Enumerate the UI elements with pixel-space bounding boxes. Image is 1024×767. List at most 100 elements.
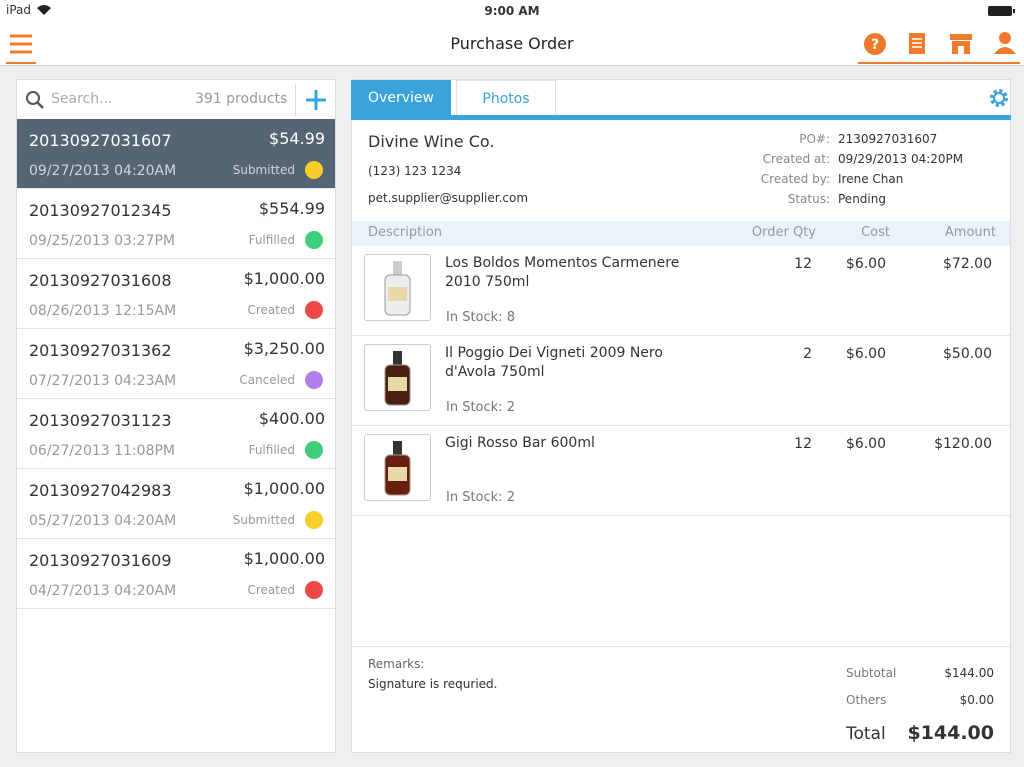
total-value: $0.00: [959, 693, 994, 707]
page-title: Purchase Order: [450, 34, 574, 53]
order-date: 06/27/2013 11:08PM: [29, 443, 176, 459]
product-stock: In Stock: 8: [446, 310, 515, 325]
battery-icon: [988, 6, 1015, 16]
line-amount: $72.00: [943, 256, 992, 272]
unit-cost: $6.00: [845, 256, 886, 272]
toolbar-icons[interactable]: ?: [858, 30, 1020, 64]
col-header: Description: [368, 225, 443, 240]
order-amount: $554.99: [258, 199, 325, 218]
line-items: Los Boldos Momentos Carmenere 2010 750ml…: [352, 246, 1010, 526]
order-qty: 2: [803, 346, 812, 362]
meta-value: Irene Chan: [838, 172, 904, 186]
order-status: Canceled: [239, 373, 295, 387]
status-dot: [305, 371, 323, 389]
search-icon: [26, 91, 44, 109]
order-qty: 12: [794, 256, 812, 272]
line-amount: $50.00: [943, 346, 992, 362]
nav-bar: Purchase Order ?: [0, 22, 1024, 66]
status-dot: [305, 441, 323, 459]
order-item[interactable]: 20130927012345 $554.99 09/25/2013 03:27PM F…: [17, 189, 335, 259]
status-dot: [305, 231, 323, 249]
order-list: 20130927031607 $54.99 09/27/2013 04:20AM Su…: [17, 119, 335, 719]
clock: 9:00 AM: [484, 4, 540, 18]
order-date: 05/27/2013 04:20AM: [29, 513, 177, 529]
order-id: 20130927031123: [29, 411, 172, 430]
status-bar: iPad 9:00 AM: [0, 0, 1024, 22]
order-item[interactable]: 20130927031609 $1,000.00 04/27/2013 04:20A…: [17, 539, 335, 609]
line-item[interactable]: Il Poggio Dei Vigneti 2009 Nero d'Avola …: [352, 336, 1010, 426]
meta-value: 2130927031607: [838, 132, 938, 146]
unit-cost: $6.00: [845, 436, 886, 452]
settings-button[interactable]: [988, 87, 1010, 109]
status-dot: [305, 301, 323, 319]
menu-button[interactable]: [6, 30, 36, 64]
order-date: 08/26/2013 12:15AM: [29, 303, 177, 319]
order-id: 20130927031607: [29, 131, 172, 150]
wifi-icon: [37, 5, 51, 15]
product-name: Gigi Rosso Bar 600ml: [445, 435, 595, 451]
order-amount: $1,000.00: [243, 479, 325, 498]
order-status: Submitted: [232, 513, 295, 527]
order-amount: $400.00: [258, 409, 325, 428]
order-amount: $1,000.00: [243, 549, 325, 568]
order-id: 20130927042983: [29, 481, 172, 500]
order-date: 07/27/2013 04:23AM: [29, 373, 177, 389]
bottle-image: [384, 261, 411, 316]
order-status: Created: [247, 583, 296, 597]
order-status: Fulfilled: [248, 233, 295, 247]
line-item[interactable]: Gigi Rosso Bar 600ml In Stock: 2 12 $6.00 $1…: [352, 426, 1010, 516]
tab-underline: [351, 115, 1011, 120]
search-input[interactable]: Search...: [51, 91, 113, 107]
order-item[interactable]: 20130927031362 $3,250.00 07/27/2013 04:23A…: [17, 329, 335, 399]
order-item[interactable]: 20130927042983 $1,000.00 05/27/2013 04:20A…: [17, 469, 335, 539]
product-thumb: [364, 254, 431, 321]
unit-cost: $6.00: [845, 346, 886, 362]
total-label: Others: [846, 693, 887, 707]
product-name: Los Boldos Momentos Carmenere 2010 750ml: [445, 255, 680, 290]
order-date: 09/27/2013 04:20AM: [29, 163, 177, 179]
order-list-panel: Search... 391 products 20130927031607 $54…: [16, 79, 336, 753]
product-thumb: [364, 434, 431, 501]
bottle-image: [384, 351, 411, 406]
meta-label: Status:: [787, 192, 830, 206]
meta-label: Created at:: [762, 152, 830, 166]
supplier-name: Divine Wine Co.: [368, 132, 495, 151]
order-item[interactable]: 20130927031608 $1,000.00 08/26/2013 12:15A…: [17, 259, 335, 329]
total-label: Subtotal: [846, 666, 897, 680]
tab-overview[interactable]: Overview: [351, 80, 451, 116]
product-count: 391 products: [195, 91, 288, 107]
order-amount: $1,000.00: [243, 269, 325, 288]
order-id: 20130927031362: [29, 341, 172, 360]
col-header: Amount: [944, 225, 996, 240]
line-amount: $120.00: [934, 436, 992, 452]
order-id: 20130927031609: [29, 551, 172, 570]
meta-label: Created by:: [760, 172, 830, 186]
order-status: Fulfilled: [248, 443, 295, 457]
footer-divider: [352, 646, 1010, 647]
total-value: $144.00: [944, 666, 994, 680]
col-header: Cost: [861, 225, 890, 240]
order-item[interactable]: 20130927031123 $400.00 06/27/2013 11:08PM F…: [17, 399, 335, 469]
tab-photos[interactable]: Photos: [456, 80, 556, 116]
totals: Subtotal $144.00 Others $0.00 Total $144.00: [822, 666, 996, 746]
total-value: $144.00: [907, 722, 994, 744]
order-date: 09/25/2013 03:27PM: [29, 233, 176, 249]
status-dot: [305, 511, 323, 529]
order-date: 04/27/2013 04:20AM: [29, 583, 177, 599]
add-button[interactable]: [304, 88, 328, 112]
order-qty: 12: [794, 436, 812, 452]
line-item[interactable]: Los Boldos Momentos Carmenere 2010 750ml…: [352, 246, 1010, 336]
order-item[interactable]: 20130927031607 $54.99 09/27/2013 04:20AM Su…: [17, 119, 335, 189]
remarks-text: Signature is requried.: [368, 677, 498, 691]
order-status: Created: [247, 303, 296, 317]
bottle-image: [384, 441, 411, 496]
product-stock: In Stock: 2: [446, 400, 515, 415]
product-thumb: [364, 344, 431, 411]
product-name: Il Poggio Dei Vigneti 2009 Nero d'Avola …: [445, 345, 663, 380]
product-stock: In Stock: 2: [446, 490, 515, 505]
device-label: iPad: [6, 3, 32, 17]
meta-label: PO#:: [799, 132, 830, 146]
order-status: Submitted: [232, 163, 295, 177]
supplier-email: pet.supplier@supplier.com: [368, 191, 529, 205]
